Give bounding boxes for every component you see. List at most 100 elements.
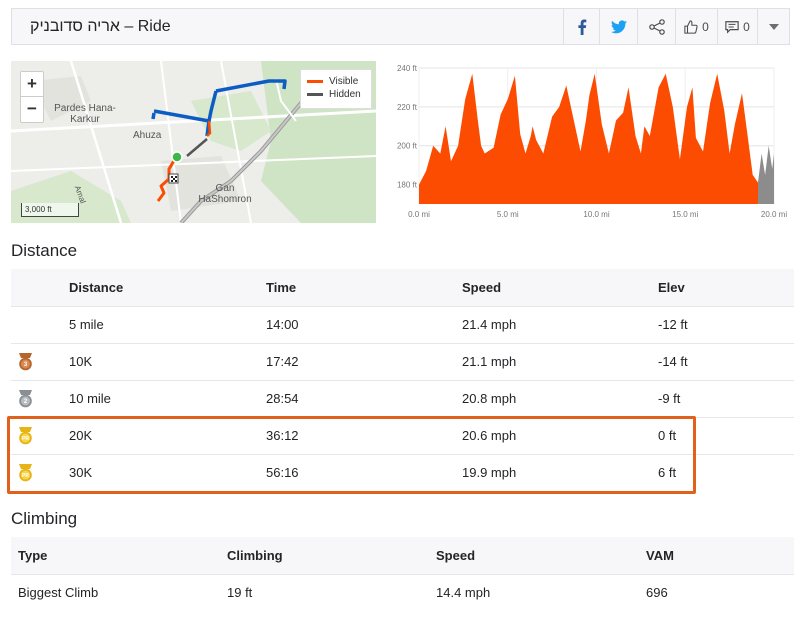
x-tick-label: 20.0 mi bbox=[761, 210, 787, 219]
cell-elev: 0 ft bbox=[647, 416, 794, 454]
col-climbing: Climbing bbox=[220, 537, 429, 574]
x-tick-label: 10.0 mi bbox=[583, 210, 609, 219]
kudos-button[interactable]: 0 bbox=[675, 9, 717, 44]
medal-silver-icon: 2 bbox=[19, 390, 32, 408]
medal-label: 2 bbox=[24, 399, 28, 405]
cell-distance: 5 mile bbox=[58, 305, 255, 343]
activity-title: אריה סדובניק – Ride bbox=[30, 18, 171, 36]
medal-cell bbox=[11, 305, 58, 343]
medal-cell: PR bbox=[11, 416, 58, 454]
cell-elev: -9 ft bbox=[647, 379, 794, 417]
map-scale: 3,000 ft bbox=[21, 203, 79, 217]
climbing-table-header: Type Climbing Speed VAM bbox=[11, 537, 794, 574]
hidden-swatch bbox=[307, 93, 323, 96]
elevation-chart[interactable]: 180 ft 200 ft 220 ft 240 ft 0.0 mi 5.0 mi 10.0… bbox=[392, 58, 788, 228]
col-distance: Distance bbox=[58, 269, 255, 306]
medal-label: 3 bbox=[24, 362, 28, 368]
plus-icon: + bbox=[27, 74, 37, 93]
cell-elev: 6 ft bbox=[647, 453, 794, 491]
cell-distance: 10K bbox=[58, 342, 255, 380]
map-label-gan: Gan HaShomron bbox=[198, 183, 252, 205]
climb-speed: 14.4 mph bbox=[429, 573, 639, 611]
cell-time: 36:12 bbox=[255, 416, 451, 454]
col-vam: VAM bbox=[639, 537, 794, 574]
cell-time: 14:00 bbox=[255, 305, 451, 343]
athlete-name: אריה סדובניק bbox=[30, 18, 120, 35]
pr-medal-icon: PR bbox=[19, 427, 32, 445]
medal-cell: PR bbox=[11, 453, 58, 491]
table-row: Biggest Climb 19 ft 14.4 mph 696 bbox=[11, 573, 794, 611]
y-tick-label: 240 ft bbox=[397, 64, 418, 73]
facebook-share-button[interactable] bbox=[563, 9, 599, 44]
climb-vam: 696 bbox=[639, 573, 794, 611]
map-legend: Visible Hidden bbox=[300, 69, 372, 109]
cell-distance: 10 mile bbox=[58, 379, 255, 417]
route-map[interactable]: + − Visible Hidden Pardes Hana-Karkur Ah… bbox=[11, 61, 376, 223]
cell-distance: 30K bbox=[58, 453, 255, 491]
cell-elev: -12 ft bbox=[647, 305, 794, 343]
cell-time: 56:16 bbox=[255, 453, 451, 491]
distance-table: Distance Time Speed Elev 5 mile 14:00 21.4… bbox=[11, 269, 794, 491]
cell-time: 28:54 bbox=[255, 379, 451, 417]
share-button[interactable] bbox=[637, 9, 675, 44]
pr-medal-icon: PR bbox=[19, 464, 32, 482]
elevation-chart-svg: 180 ft 200 ft 220 ft 240 ft 0.0 mi 5.0 mi 10.0… bbox=[397, 64, 787, 219]
elevation-area-visible bbox=[419, 73, 759, 204]
medal-column-header bbox=[11, 269, 58, 306]
col-elev: Elev bbox=[647, 269, 794, 306]
x-tick-label: 15.0 mi bbox=[672, 210, 698, 219]
thumbs-up-icon bbox=[684, 19, 698, 34]
table-row: PR 20K 36:12 20.6 mph 0 ft bbox=[11, 416, 794, 454]
medal-label: PR bbox=[22, 436, 29, 442]
cell-elev: -14 ft bbox=[647, 342, 794, 380]
map-zoom-controls: + − bbox=[20, 71, 44, 123]
kudos-count: 0 bbox=[702, 19, 709, 34]
chevron-down-icon bbox=[768, 23, 779, 30]
zoom-in-button[interactable]: + bbox=[21, 72, 43, 97]
cell-speed: 21.1 mph bbox=[451, 342, 647, 380]
comments-count: 0 bbox=[743, 19, 750, 34]
cell-distance: 20K bbox=[58, 416, 255, 454]
table-row: 2 10 mile 28:54 20.8 mph -9 ft bbox=[11, 379, 794, 417]
comments-button[interactable]: 0 bbox=[717, 9, 757, 44]
comment-icon bbox=[725, 20, 739, 34]
facebook-icon bbox=[577, 19, 586, 35]
medal-bronze-icon: 3 bbox=[19, 353, 32, 371]
medal-cell: 2 bbox=[11, 379, 58, 417]
map-label-ahuza: Ahuza bbox=[133, 130, 162, 141]
climbing-table: Type Climbing Speed VAM Biggest Climb 19… bbox=[11, 537, 794, 611]
col-climb-speed: Speed bbox=[429, 537, 639, 574]
cell-speed: 20.6 mph bbox=[451, 416, 647, 454]
twitter-share-button[interactable] bbox=[599, 9, 637, 44]
activity-type: – Ride bbox=[119, 18, 171, 35]
table-row: 5 mile 14:00 21.4 mph -12 ft bbox=[11, 305, 794, 343]
cell-speed: 21.4 mph bbox=[451, 305, 647, 343]
visible-swatch bbox=[307, 80, 323, 83]
distance-table-header: Distance Time Speed Elev bbox=[11, 269, 794, 306]
climb-value: 19 ft bbox=[220, 573, 429, 611]
legend-hidden-label: Hidden bbox=[329, 89, 361, 100]
cell-time: 17:42 bbox=[255, 342, 451, 380]
x-tick-label: 5.0 mi bbox=[497, 210, 519, 219]
x-tick-label: 0.0 mi bbox=[408, 210, 430, 219]
header-actions: 0 0 bbox=[563, 9, 789, 44]
table-row: 3 10K 17:42 21.1 mph -14 ft bbox=[11, 342, 794, 380]
more-actions-button[interactable] bbox=[757, 9, 789, 44]
table-row: PR 30K 56:16 19.9 mph 6 ft bbox=[11, 453, 794, 491]
medal-label: PR bbox=[22, 473, 29, 479]
col-speed: Speed bbox=[451, 269, 647, 306]
activity-header: אריה סדובניק – Ride 0 0 bbox=[11, 8, 790, 45]
y-tick-label: 220 ft bbox=[397, 103, 418, 112]
climbing-section-title: Climbing bbox=[11, 509, 78, 528]
minus-icon: − bbox=[27, 99, 37, 118]
elevation-area-hidden bbox=[758, 145, 774, 204]
y-tick-label: 180 ft bbox=[397, 181, 418, 190]
distance-section-title: Distance bbox=[11, 241, 78, 260]
zoom-out-button[interactable]: − bbox=[21, 97, 43, 122]
y-tick-label: 200 ft bbox=[397, 142, 418, 151]
col-time: Time bbox=[255, 269, 451, 306]
climb-type: Biggest Climb bbox=[11, 573, 220, 611]
cell-speed: 19.9 mph bbox=[451, 453, 647, 491]
share-icon bbox=[648, 18, 665, 35]
map-label-pardes: Pardes Hana-Karkur bbox=[54, 103, 116, 125]
